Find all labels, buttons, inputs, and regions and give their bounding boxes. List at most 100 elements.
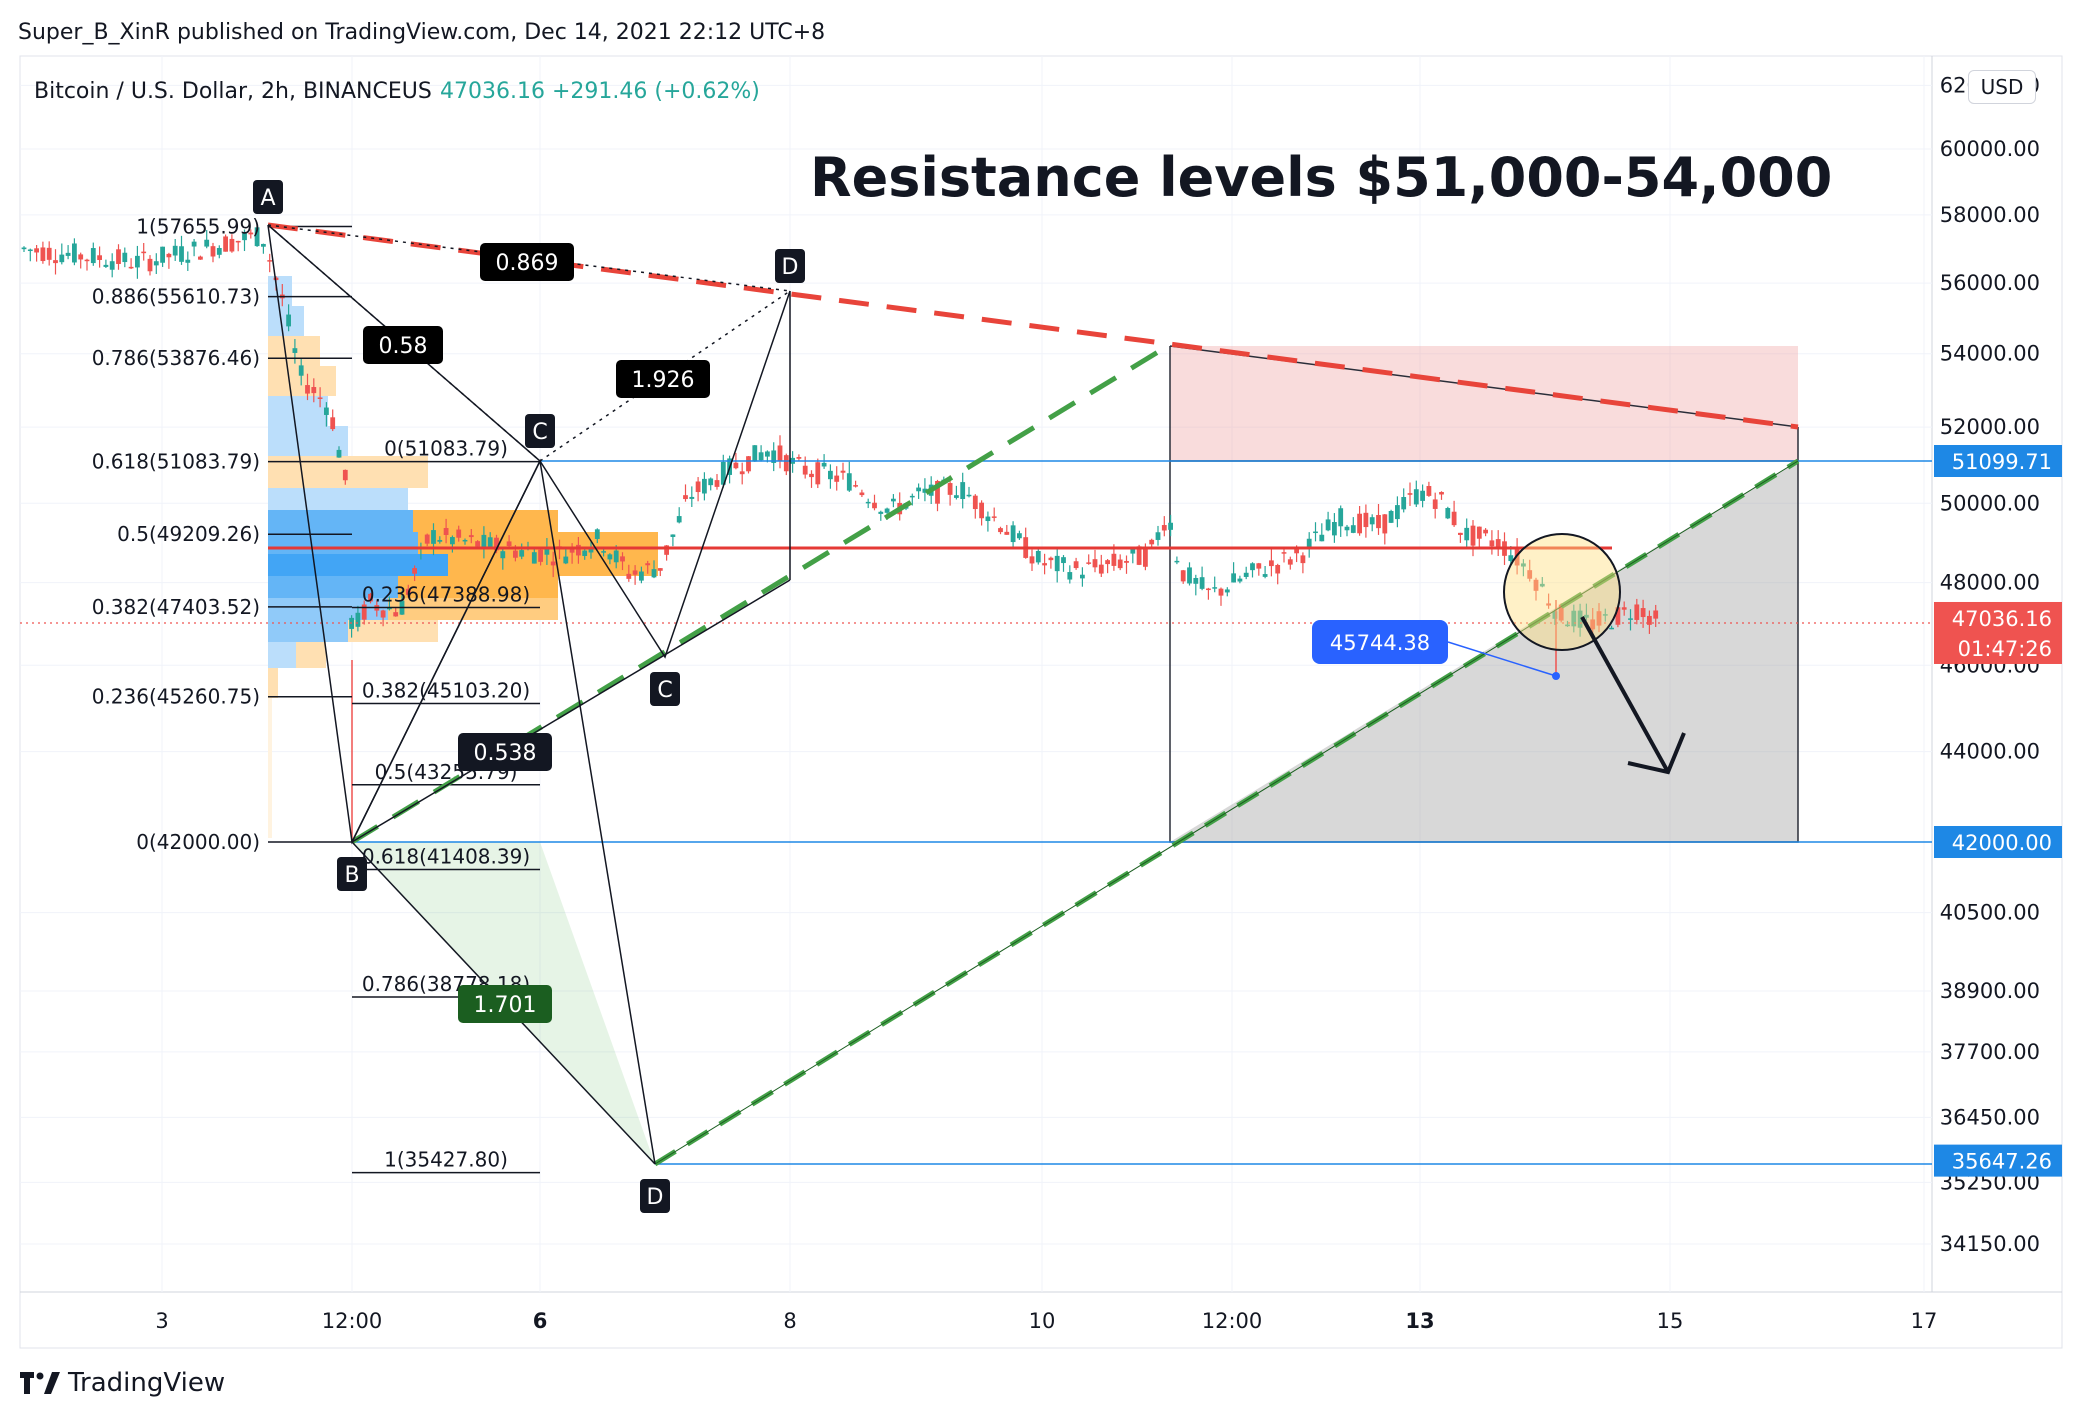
candle-body — [840, 470, 846, 473]
candle-body — [342, 469, 348, 481]
candle-body — [1042, 563, 1047, 566]
candle-body — [506, 541, 512, 547]
highlight-circle — [1503, 533, 1621, 651]
candle-body — [1262, 574, 1268, 577]
candle-body — [828, 470, 833, 480]
time-tick-label: 12:00 — [322, 1309, 383, 1333]
pattern-point-label: C — [532, 420, 547, 445]
candle-body — [1136, 546, 1142, 565]
price-badge-label: 51099.71 — [1952, 450, 2052, 474]
candle-body — [1395, 505, 1400, 520]
price-badge — [1934, 826, 2062, 858]
down-arrow-shaft — [1580, 616, 1670, 773]
candle-body — [733, 462, 739, 469]
candle-body — [424, 534, 430, 544]
candle-body — [708, 478, 714, 486]
ratio-box — [363, 326, 443, 364]
candle-body — [664, 545, 669, 555]
candle-body — [1382, 514, 1388, 534]
candle-body — [1407, 493, 1413, 495]
candle-body — [46, 247, 52, 260]
candle-body — [1231, 573, 1236, 583]
pattern-point-marker — [337, 857, 367, 891]
currency-selector[interactable]: USD — [1968, 70, 2036, 104]
candle-body — [40, 247, 46, 262]
fib-retracement-right: 0(51083.79) 0.236(47388.98) 0.382(45103.20… — [352, 437, 540, 1174]
time-tick-label: 17 — [1911, 1309, 1938, 1333]
price-callout-box — [1312, 620, 1448, 664]
candle-body — [1376, 515, 1381, 529]
candle-body — [393, 612, 399, 617]
fib-level-label: 0.382(47403.52) — [92, 595, 260, 619]
pattern-point-label: B — [344, 863, 359, 888]
pattern-point-label: A — [260, 186, 275, 211]
candle-body — [588, 547, 594, 553]
candle-body — [639, 571, 644, 581]
candle-body — [84, 259, 90, 262]
candle-body — [1388, 510, 1394, 523]
ratio-box — [480, 243, 574, 281]
candle-body — [298, 365, 304, 376]
publisher-line: Super_B_XinR published on TradingView.co… — [18, 20, 826, 45]
price-badge-label: 35647.26 — [1952, 1150, 2052, 1174]
candle-body — [783, 455, 789, 472]
candle-body — [1212, 587, 1218, 589]
callout-dot — [1552, 672, 1560, 680]
candle-body — [954, 495, 959, 498]
candle-body — [355, 612, 361, 627]
candle-body — [550, 561, 556, 566]
candle-body — [443, 528, 449, 536]
candle-body — [1571, 610, 1577, 627]
candle-body — [1199, 577, 1205, 589]
candle-body — [456, 529, 462, 538]
candle-body — [1539, 583, 1545, 587]
fib-level-label: 1(35427.80) — [384, 1148, 508, 1172]
candle-body — [286, 314, 291, 327]
candle-body — [128, 266, 134, 269]
candle-body — [891, 498, 896, 502]
candle-body — [739, 471, 745, 475]
pattern-point-labels: A B C D C D — [253, 180, 805, 1213]
candle-body — [97, 255, 102, 260]
candle-body — [1054, 555, 1060, 572]
candle-body — [601, 551, 606, 553]
pattern-point-label: D — [782, 255, 799, 280]
candle-body — [267, 260, 273, 262]
candle-body — [1413, 489, 1419, 505]
fib-level-label: 1(57655.99) — [136, 214, 260, 238]
candle-body — [1294, 546, 1299, 554]
time-tick-label: 12:00 — [1202, 1309, 1263, 1333]
candle-body — [1130, 548, 1136, 554]
candle-body — [1634, 604, 1640, 620]
pattern-ratio-labels: 0.58 1.926 0.869 0.538 1.701 — [363, 243, 710, 1023]
candle-body — [922, 488, 928, 493]
time-tick-label: 13 — [1405, 1309, 1434, 1333]
ratio-box — [616, 360, 710, 398]
candle-body — [412, 568, 417, 574]
candle-body — [1451, 511, 1457, 526]
candle-body — [1275, 564, 1281, 574]
candle-body — [1300, 555, 1306, 564]
candle-body — [437, 539, 443, 542]
candle-body — [1174, 560, 1180, 563]
candle-body — [1552, 611, 1558, 619]
candle-body — [305, 385, 310, 394]
candle-body — [1596, 611, 1602, 626]
candle-body — [1073, 561, 1079, 569]
candle-body — [859, 492, 865, 496]
candle-body — [1565, 624, 1570, 627]
candle-body — [1489, 540, 1495, 547]
candle-body — [1439, 492, 1444, 495]
candle-body — [1647, 615, 1652, 625]
candle-body — [998, 528, 1003, 533]
candle-body — [78, 254, 84, 260]
candle-body — [59, 254, 65, 263]
pattern-point-marker — [640, 1179, 670, 1213]
candle-body — [1401, 497, 1407, 510]
candle-body — [878, 511, 884, 514]
candle-body — [1187, 567, 1192, 584]
tradingview-logo[interactable]: TradingView — [20, 1368, 225, 1398]
candle-body — [72, 243, 77, 263]
candle-body — [292, 348, 298, 353]
